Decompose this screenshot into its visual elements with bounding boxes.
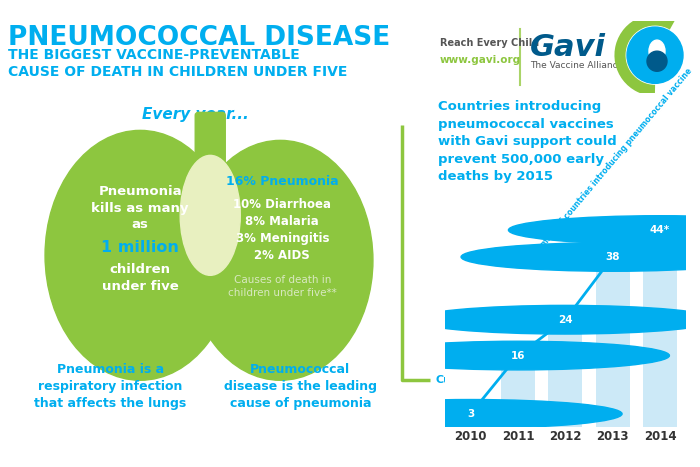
- Text: THE BIGGEST VACCINE-PREVENTABLE: THE BIGGEST VACCINE-PREVENTABLE: [8, 48, 300, 62]
- Circle shape: [414, 305, 700, 334]
- Text: Gavi: Gavi: [530, 33, 606, 62]
- Text: Causes of death in
children under five**: Causes of death in children under five**: [228, 276, 337, 298]
- Text: PNEUMOCOCCAL DISEASE: PNEUMOCOCCAL DISEASE: [8, 25, 391, 51]
- Text: The Vaccine Alliance: The Vaccine Alliance: [530, 61, 623, 70]
- Text: 24: 24: [558, 315, 573, 325]
- Ellipse shape: [188, 141, 373, 380]
- Text: 16% Pneumonia: 16% Pneumonia: [226, 176, 339, 188]
- Text: Reach Every Child: Reach Every Child: [440, 38, 539, 48]
- Bar: [596, 257, 630, 427]
- Ellipse shape: [649, 40, 665, 62]
- Bar: [454, 414, 488, 427]
- Text: number of countries introducing pneumococcal vaccine: number of countries introducing pneumoco…: [532, 66, 694, 257]
- Circle shape: [647, 51, 667, 71]
- Circle shape: [508, 216, 700, 244]
- Circle shape: [366, 341, 669, 370]
- Bar: [548, 320, 582, 427]
- Text: Every year...: Every year...: [142, 107, 248, 122]
- Text: Pneumonia
kills as many
as: Pneumonia kills as many as: [92, 185, 189, 231]
- Ellipse shape: [45, 130, 235, 380]
- Text: 10% Diarrhoea
8% Malaria
3% Meningitis
2% AIDS: 10% Diarrhoea 8% Malaria 3% Meningitis 2…: [233, 198, 331, 262]
- FancyBboxPatch shape: [195, 113, 225, 169]
- Text: Countries introducing
pneumococcal vaccines
with Gavi support could
prevent 500,: Countries introducing pneumococcal vacci…: [438, 100, 617, 184]
- Text: ** in Gavi-supported countries: ** in Gavi-supported countries: [510, 455, 627, 464]
- Text: 3: 3: [467, 409, 474, 419]
- Text: 16: 16: [510, 351, 525, 361]
- Text: 38: 38: [606, 252, 620, 262]
- Text: children
under five: children under five: [102, 263, 178, 293]
- Text: www.gavi.org: www.gavi.org: [440, 55, 521, 65]
- Text: CAUSE OF DEATH IN CHILDREN UNDER FIVE: CAUSE OF DEATH IN CHILDREN UNDER FIVE: [8, 65, 347, 79]
- Text: 44*: 44*: [650, 225, 670, 235]
- Bar: [501, 355, 535, 427]
- Text: 1 million: 1 million: [102, 241, 179, 255]
- Text: Pneumonia is a
respiratory infection
that affects the lungs: Pneumonia is a respiratory infection tha…: [34, 363, 186, 410]
- Text: Sources: CHERG-WHO methods and data sources for child causes of death 2000-2012 : Sources: CHERG-WHO methods and data sour…: [6, 440, 482, 449]
- Circle shape: [627, 27, 683, 83]
- Circle shape: [319, 399, 622, 428]
- Circle shape: [461, 242, 700, 271]
- Text: Cumulative: Cumulative: [435, 375, 506, 385]
- Bar: [643, 230, 677, 427]
- Text: Pneumococcal
disease is the leading
cause of pneumonia: Pneumococcal disease is the leading caus…: [224, 363, 377, 410]
- Ellipse shape: [180, 156, 240, 276]
- Text: * Year to date, November 2014: * Year to date, November 2014: [310, 455, 428, 464]
